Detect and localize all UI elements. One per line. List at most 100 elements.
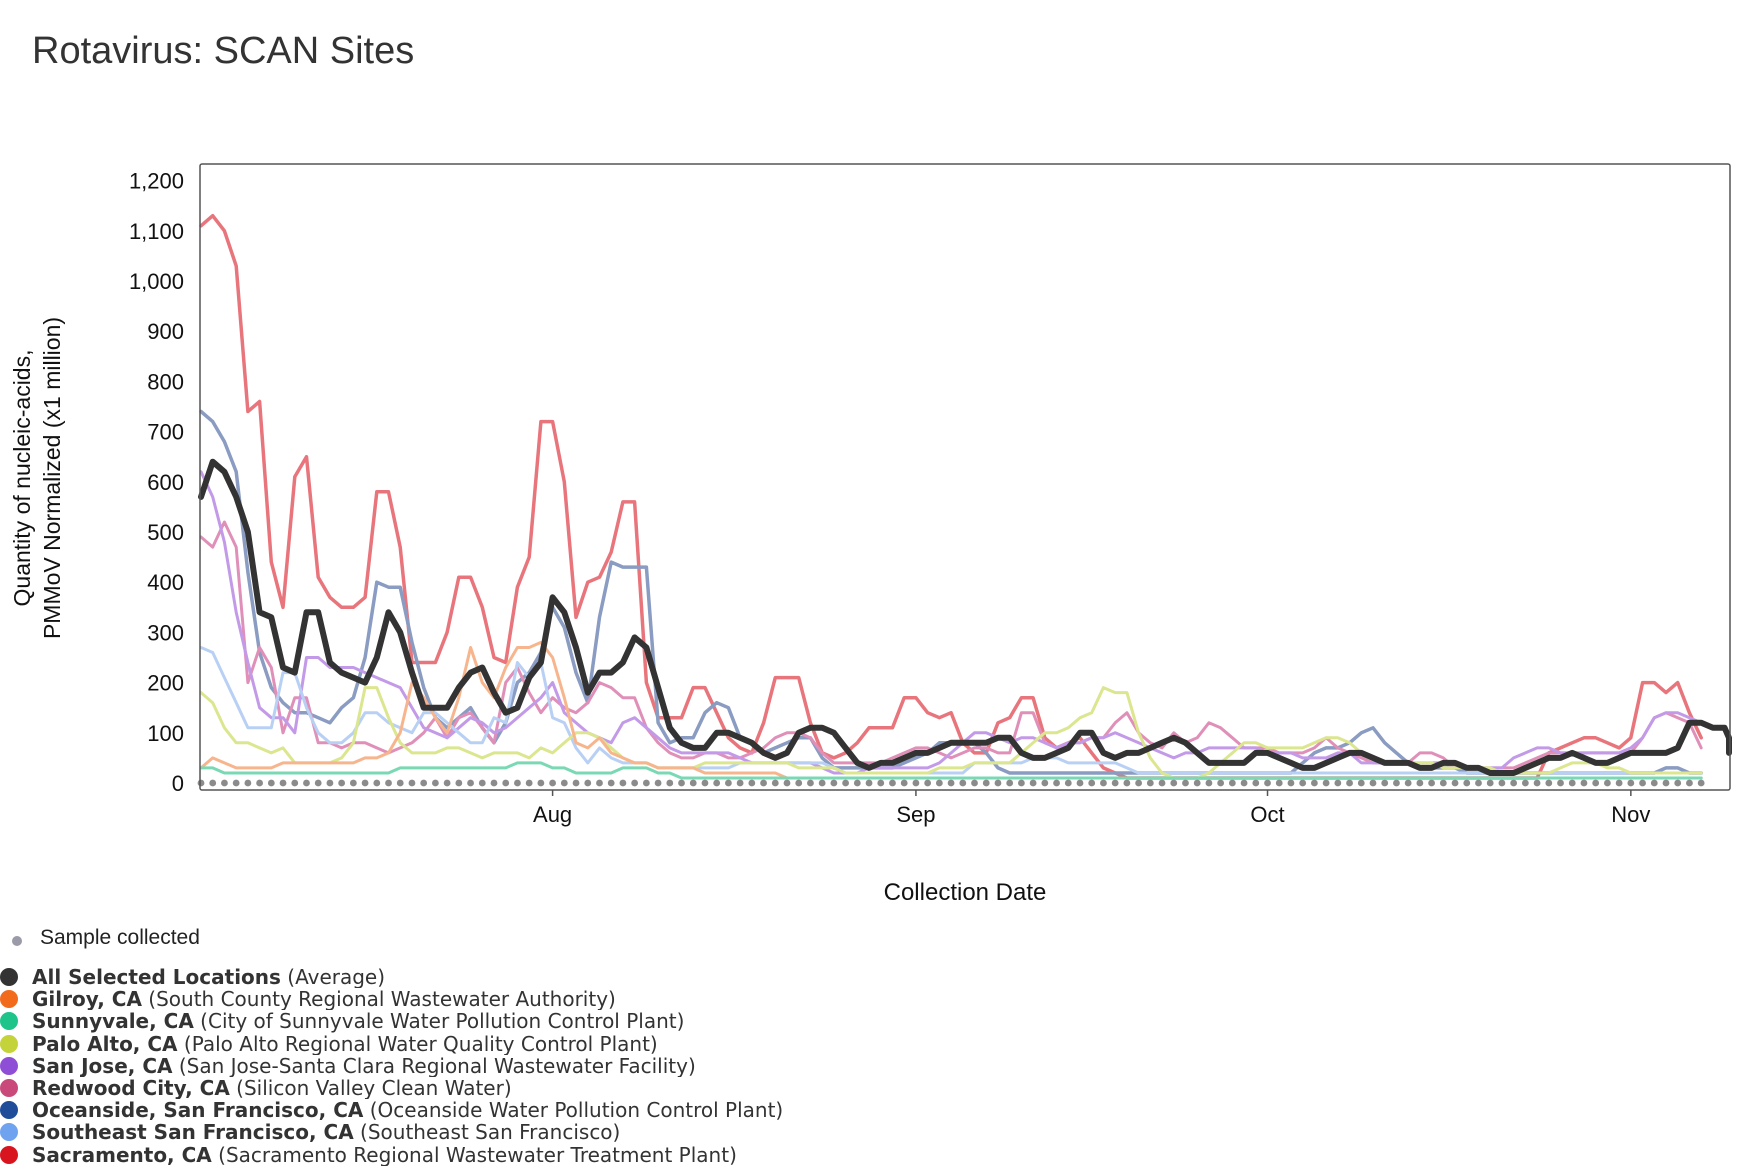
sample-dot: [736, 779, 744, 787]
legend-swatch-icon: [0, 1078, 18, 1097]
legend-item[interactable]: Southeast San Francisco, CA (Southeast S…: [0, 1121, 900, 1143]
sample-dot: [1557, 779, 1564, 787]
sample-dot: [1299, 779, 1307, 787]
legend-name: Palo Alto, CA: [32, 1032, 178, 1055]
sample-dot: [256, 779, 263, 787]
legend-swatch-icon: [0, 1034, 18, 1053]
sample-dot: [889, 779, 896, 787]
legend-item[interactable]: Palo Alto, CA (Palo Alto Regional Water …: [0, 1033, 900, 1055]
sample-dot: [795, 779, 803, 787]
series-line: [199, 646, 1703, 775]
sample-dot: [432, 779, 439, 787]
sample-dot: [502, 779, 510, 787]
x-tick-label: Oct: [1250, 802, 1284, 827]
chart: 0 100 200 300 400 500 600 700 800 900 1,000 1,100 1,…: [9, 163, 1732, 906]
sample-dot: [1381, 779, 1389, 787]
legend-swatch-icon: [0, 990, 18, 1009]
sample-dot: [1346, 779, 1353, 787]
sample-dot: [994, 779, 1002, 787]
sample-dot: [349, 779, 357, 787]
legend-name: Oceanside, San Francisco, CA: [32, 1099, 364, 1122]
sample-dot: [725, 779, 732, 787]
sample-dot: [830, 779, 838, 787]
sample-dot: [935, 779, 943, 787]
sample-dot-icon: [12, 936, 22, 946]
sample-dot: [666, 779, 674, 787]
sample-dot: [1357, 779, 1365, 787]
sample-dot: [1451, 779, 1459, 787]
sample-dot: [1568, 779, 1576, 787]
sample-dot: [642, 779, 650, 787]
sample-dot: [279, 779, 287, 787]
plot-area: [199, 163, 1731, 791]
sample-dot: [1650, 779, 1658, 787]
y-tick-label: 600: [147, 470, 184, 495]
sample-dot: [596, 779, 603, 787]
sample-dot: [514, 779, 521, 787]
legend-desc: (Sacramento Regional Wastewater Treatmen…: [211, 1143, 737, 1166]
legend-item[interactable]: Oceanside, San Francisco, CA (Oceanside …: [0, 1099, 900, 1121]
legend-desc: (City of Sunnyvale Water Pollution Contr…: [193, 1010, 685, 1033]
sample-dot: [443, 779, 451, 787]
legend-item[interactable]: All Selected Locations (Average): [0, 966, 900, 988]
sample-dot: [490, 779, 498, 787]
plot-series: [198, 213, 1732, 780]
sample-dot: [1193, 779, 1201, 787]
sample-dot: [1592, 779, 1600, 787]
sample-dot: [1275, 779, 1283, 787]
y-tick-label: 1,200: [129, 169, 184, 194]
sample-dot: [408, 779, 416, 787]
legend-name: All Selected Locations: [32, 966, 281, 989]
sample-dot: [1146, 779, 1154, 787]
sample-dot: [1217, 779, 1225, 787]
y-tick-label: 900: [147, 319, 184, 344]
y-axis-title: Quantity of nucleic-acids, PMMoV Normali…: [9, 317, 65, 639]
sample-dot: [1018, 779, 1025, 787]
sample-dot: [197, 779, 205, 787]
sample-dot: [1486, 779, 1494, 787]
legend-item[interactable]: Redwood City, CA (Silicon Valley Clean W…: [0, 1077, 900, 1099]
sample-dot: [853, 779, 861, 787]
sample-dot: [1100, 779, 1107, 787]
sample-dot: [748, 779, 756, 787]
sample-dot: [1170, 779, 1178, 787]
sample-dot: [244, 779, 252, 787]
y-tick-label: 500: [147, 520, 184, 545]
sample-dot: [549, 779, 556, 787]
legend-desc: (Southeast San Francisco): [353, 1121, 621, 1144]
sample-dot: [760, 779, 767, 787]
sample-legend-label: Sample collected: [40, 926, 200, 949]
sample-dot: [900, 779, 908, 787]
legend-swatch-icon: [0, 1012, 18, 1031]
sample-dot: [1697, 779, 1705, 787]
legend-swatch-icon: [0, 1056, 18, 1075]
sample-dot: [584, 779, 592, 787]
y-axis: 0 100 200 300 400 500 600 700 800 900 1,000 1,100 1,…: [129, 169, 184, 796]
sample-dot: [701, 779, 709, 787]
sample-dots: [197, 779, 1705, 787]
legend-item[interactable]: Sacramento, CA (Sacramento Regional Wast…: [0, 1144, 900, 1166]
sample-dot: [1369, 779, 1377, 787]
legend-name: Southeast San Francisco, CA: [32, 1121, 354, 1144]
sample-dot: [1334, 779, 1342, 787]
sample-dot: [982, 779, 990, 787]
legend-swatch-icon: [0, 968, 18, 986]
sample-dot: [1311, 779, 1318, 787]
sample-dot: [959, 779, 967, 787]
sample-dot: [678, 779, 685, 787]
sample-dot: [338, 779, 346, 787]
y-tick-label: 1,100: [129, 219, 184, 244]
legend-item[interactable]: San Jose, CA (San Jose-Santa Clara Regio…: [0, 1055, 900, 1077]
sample-dot: [326, 779, 334, 787]
sample-dot: [209, 779, 217, 787]
sample-dot: [1322, 779, 1330, 787]
sample-dot: [912, 779, 920, 787]
legend-name: Redwood City, CA: [32, 1076, 230, 1100]
sample-dot: [807, 779, 814, 787]
series-line: [199, 686, 1703, 780]
sample-dot: [1041, 779, 1049, 787]
legend-item[interactable]: Gilroy, CA (South County Regional Wastew…: [0, 988, 900, 1010]
legend-item[interactable]: Sunnyvale, CA (City of Sunnyvale Water P…: [0, 1010, 900, 1032]
sample-dot: [373, 779, 381, 787]
sample-dot: [1053, 779, 1060, 787]
